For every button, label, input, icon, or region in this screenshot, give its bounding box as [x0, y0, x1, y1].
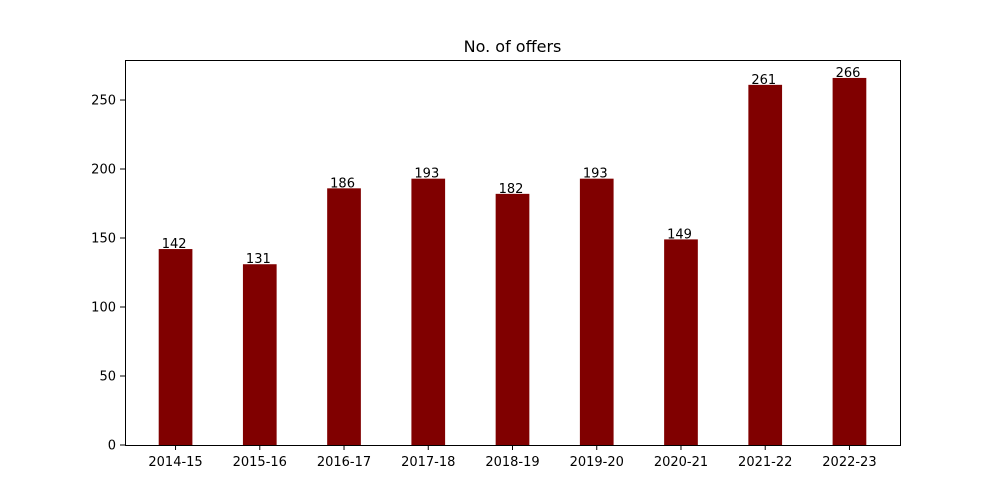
y-tick-label-250: 250: [91, 94, 116, 109]
bar-2015-16: [242, 264, 277, 445]
x-tick-label-2016-17: 2016-17: [317, 455, 371, 470]
data-label-2018-19: 182: [499, 182, 524, 197]
data-label-2020-21: 149: [667, 227, 692, 242]
bar-2018-19: [495, 193, 530, 445]
y-tick-label-50: 50: [99, 370, 116, 385]
data-label-2022-23: 266: [836, 66, 861, 81]
plot-frame: [125, 60, 901, 446]
bar-2022-23: [832, 77, 867, 445]
data-label-2021-22: 261: [751, 73, 776, 88]
bar-2019-20: [579, 178, 614, 446]
y-tick-label-150: 150: [91, 232, 116, 247]
bar-2017-18: [411, 178, 446, 446]
x-tick-label-2021-22: 2021-22: [738, 455, 792, 470]
data-label-2017-18: 193: [414, 167, 439, 182]
y-tick-label-100: 100: [91, 301, 116, 316]
x-tick-label-2015-16: 2015-16: [233, 455, 287, 470]
x-tick-label-2014-15: 2014-15: [148, 455, 202, 470]
x-tick-label-2022-23: 2022-23: [822, 455, 876, 470]
x-tick-label-2019-20: 2019-20: [570, 455, 624, 470]
x-tick-label-2020-21: 2020-21: [654, 455, 708, 470]
bar-2016-17: [327, 188, 361, 445]
data-label-2015-16: 131: [246, 252, 271, 267]
data-label-2019-20: 193: [583, 167, 608, 182]
y-tick-label-0: 0: [108, 439, 116, 454]
x-tick-label-2018-19: 2018-19: [485, 455, 539, 470]
chart-title: No. of offers: [464, 37, 562, 56]
data-label-2014-15: 142: [162, 237, 187, 252]
y-tick-label-200: 200: [91, 163, 116, 178]
x-tick-label-2017-18: 2017-18: [401, 455, 455, 470]
bar-2020-21: [664, 239, 698, 445]
bar-2014-15: [158, 249, 193, 445]
bar-2021-22: [748, 84, 783, 445]
data-label-2016-17: 186: [330, 176, 355, 191]
